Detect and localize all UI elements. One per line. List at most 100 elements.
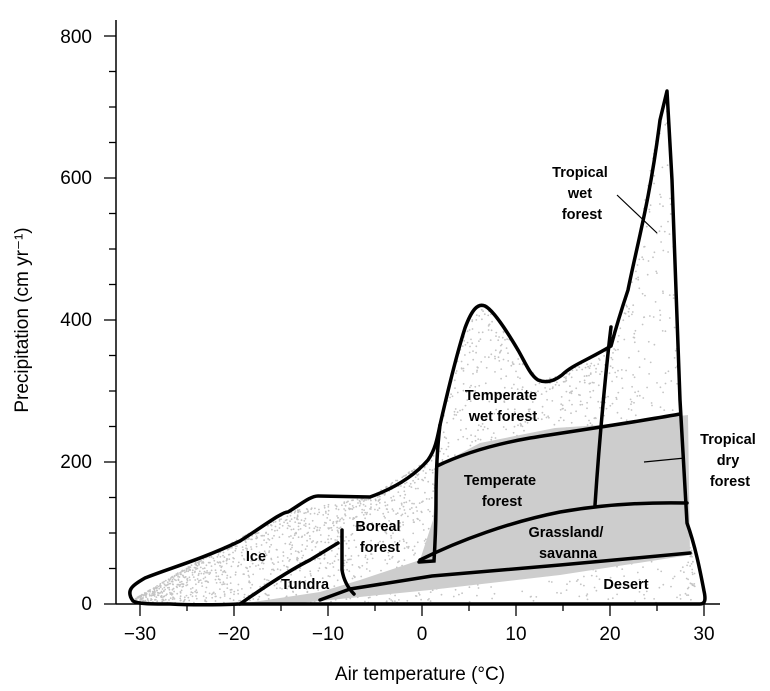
scatter-point <box>177 572 179 575</box>
scatter-point <box>336 515 338 517</box>
scatter-point <box>278 520 281 522</box>
scatter-point <box>212 557 215 560</box>
scatter-point <box>541 405 544 408</box>
scatter-point <box>643 597 646 600</box>
scatter-point <box>447 445 450 448</box>
scatter-point <box>176 583 179 586</box>
scatter-point <box>234 545 237 548</box>
scatter-point <box>193 566 196 569</box>
scatter-point <box>172 587 175 590</box>
scatter-point <box>191 574 194 576</box>
scatter-point <box>420 598 422 601</box>
scatter-point <box>686 594 688 596</box>
scatter-point <box>222 560 225 563</box>
scatter-point <box>312 540 314 542</box>
scatter-point <box>344 513 346 516</box>
scatter-point <box>545 416 548 419</box>
scatter-point <box>518 417 521 420</box>
scatter-point <box>598 578 601 581</box>
scatter-point <box>388 558 391 560</box>
scatter-point <box>609 576 612 579</box>
scatter-point <box>452 595 455 598</box>
scatter-point <box>645 590 648 593</box>
scatter-point <box>431 589 434 592</box>
scatter-point <box>351 505 354 507</box>
scatter-point <box>578 393 580 396</box>
scatter-point <box>260 534 263 537</box>
scatter-point <box>466 363 469 366</box>
scatter-point <box>234 571 237 574</box>
scatter-point <box>524 420 527 423</box>
scatter-point <box>647 340 650 343</box>
scatter-point <box>518 363 521 365</box>
scatter-point <box>461 408 464 411</box>
scatter-point <box>187 570 190 573</box>
scatter-point <box>181 569 184 572</box>
scatter-point <box>370 503 372 505</box>
scatter-point <box>289 558 291 561</box>
scatter-point <box>503 386 506 389</box>
scatter-point <box>440 447 443 450</box>
scatter-point <box>395 513 397 515</box>
scatter-point <box>575 369 578 371</box>
scatter-point <box>646 386 648 389</box>
scatter-point <box>659 314 662 316</box>
scatter-point <box>583 375 586 377</box>
scatter-point <box>314 507 316 510</box>
scatter-point <box>400 504 403 506</box>
scatter-point <box>483 313 486 316</box>
scatter-point <box>228 553 231 556</box>
scatter-point <box>534 383 537 386</box>
scatter-point <box>457 438 460 441</box>
scatter-point <box>303 520 306 522</box>
scatter-point <box>268 546 271 548</box>
scatter-point <box>179 581 181 584</box>
scatter-point <box>405 481 408 484</box>
scatter-point <box>628 315 630 318</box>
scatter-point <box>166 581 169 584</box>
scatter-point <box>359 502 362 505</box>
scatter-point <box>480 425 482 428</box>
scatter-point <box>315 542 318 544</box>
scatter-point <box>388 520 390 522</box>
scatter-point <box>166 586 169 589</box>
scatter-point <box>523 429 525 432</box>
scatter-point <box>587 365 589 368</box>
scatter-point <box>471 328 474 330</box>
scatter-point <box>225 562 228 565</box>
scatter-point <box>175 573 178 576</box>
scatter-point <box>562 419 565 422</box>
scatter-point <box>355 515 358 518</box>
scatter-point <box>642 566 644 568</box>
scatter-point <box>267 598 270 600</box>
scatter-point <box>589 372 592 375</box>
scatter-point <box>420 511 423 514</box>
scatter-point <box>353 575 356 578</box>
scatter-point <box>490 329 493 332</box>
scatter-point <box>287 524 290 527</box>
scatter-point <box>267 533 270 536</box>
scatter-point <box>161 581 164 584</box>
scatter-point <box>443 436 446 439</box>
scatter-point <box>454 387 456 389</box>
scatter-point <box>343 540 346 542</box>
scatter-point <box>454 408 457 410</box>
scatter-point <box>667 220 669 223</box>
scatter-point <box>310 508 313 511</box>
scatter-point <box>693 583 696 585</box>
scatter-point <box>195 591 198 594</box>
scatter-point <box>156 589 159 592</box>
scatter-point <box>664 330 667 333</box>
scatter-point <box>344 554 347 557</box>
scatter-point <box>660 570 663 573</box>
scatter-point <box>634 329 637 332</box>
scatter-point <box>310 574 312 577</box>
scatter-point <box>337 531 340 534</box>
scatter-point <box>513 425 516 428</box>
scatter-point <box>214 563 216 566</box>
scatter-point <box>349 517 351 519</box>
scatter-point <box>546 398 548 401</box>
scatter-point <box>498 351 501 354</box>
scatter-point <box>398 540 401 542</box>
scatter-point <box>464 344 467 346</box>
